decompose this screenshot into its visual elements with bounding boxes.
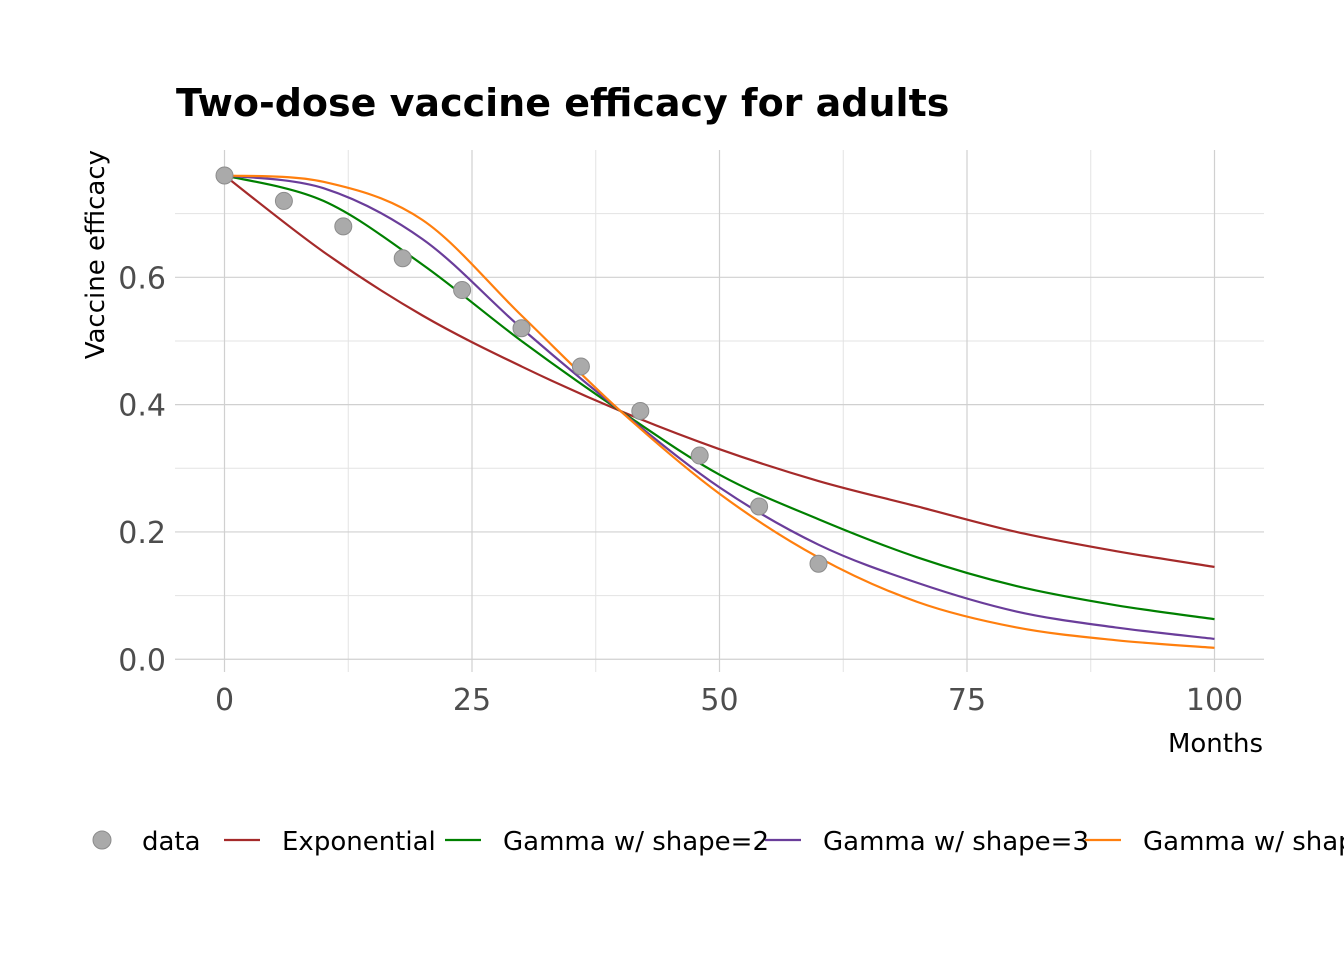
x-tick-label: 25 (453, 683, 491, 718)
data-point (750, 497, 769, 516)
data-point (334, 217, 353, 236)
legend-label: data (142, 827, 201, 857)
x-tick-label: 0 (215, 683, 234, 718)
data-point (274, 191, 293, 210)
series-line-gamma-w-shape-2 (224, 174, 1215, 621)
x-tick-label: 50 (700, 683, 738, 718)
data-point (571, 357, 590, 376)
legend-key-data (92, 830, 112, 850)
y-tick-label: 0.0 (118, 643, 166, 678)
legend-label: Exponential (282, 827, 436, 857)
series-line-exponential (223, 174, 1215, 569)
x-tick-label: 100 (1186, 683, 1243, 718)
data-point (512, 319, 531, 338)
series-line-gamma-w-shape-3 (224, 174, 1215, 640)
y-tick-label: 0.2 (118, 516, 166, 551)
y-tick-label: 0.6 (118, 261, 166, 296)
series-line-gamma-w-shape-4 (224, 174, 1215, 649)
data-point (393, 249, 412, 268)
legend: data Exponential Gamma w/ shape=2 Gamma w/ … (92, 827, 1344, 857)
chart-title: Two-dose vaccine efficacy for adults (176, 81, 949, 125)
legend-label: Gamma w/ shape=2 (503, 827, 769, 857)
data-points (215, 166, 828, 573)
data-point (215, 166, 234, 185)
y-axis-label: Vaccine efficacy (81, 150, 111, 359)
data-point (631, 402, 650, 420)
tick-labels: 0 25 50 75 100 0.0 0.2 0.4 0.6 (118, 261, 1243, 718)
x-axis-label: Months (1168, 729, 1263, 759)
series-lines (223, 174, 1215, 649)
x-tick-label: 75 (948, 683, 986, 718)
data-point (809, 554, 828, 573)
data-point (453, 281, 472, 300)
legend-label: Gamma w/ shape=4 (1143, 827, 1344, 857)
data-point (690, 446, 709, 465)
y-tick-label: 0.4 (118, 389, 166, 424)
grid (175, 150, 1264, 672)
legend-label: Gamma w/ shape=3 (823, 827, 1089, 857)
